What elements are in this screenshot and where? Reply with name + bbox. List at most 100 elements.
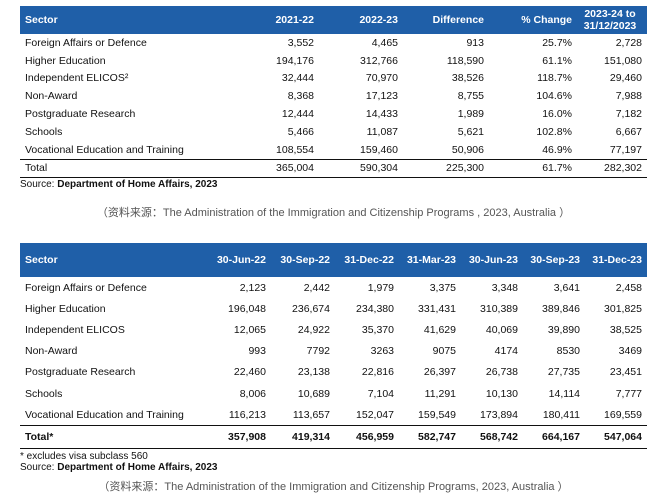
cell-value: 104.6% xyxy=(536,90,572,103)
cell-value: 27,735 xyxy=(547,366,580,379)
row-label: Independent ELICOS² xyxy=(25,72,129,85)
cell-value: 7,988 xyxy=(615,90,642,103)
cell-value: 102.8% xyxy=(536,125,572,138)
total-row: Total 365,004 590,304 225,300 61.7% 282,302 xyxy=(20,158,647,179)
cell-value: 2,458 xyxy=(615,281,642,294)
total-value: 61.7% xyxy=(489,158,577,179)
cell-value: 11,087 xyxy=(366,125,398,138)
table1-header: 2023-24 to 31/12/2023 xyxy=(577,6,647,34)
table2-header: Sector xyxy=(20,243,208,277)
cell-value: 2,123 xyxy=(239,281,266,294)
cell-value: 913 xyxy=(466,36,484,49)
cell-value: 301,825 xyxy=(604,302,642,315)
cell-value: 8,755 xyxy=(457,90,484,103)
cell-value: 194,176 xyxy=(276,54,314,67)
table1-header: 2021-22 xyxy=(220,6,319,34)
cell-value: 50,906 xyxy=(451,143,484,156)
cell-value: 2,728 xyxy=(615,36,642,49)
table-row: Non-Award 8,368 17,123 8,755 104.6% 7,988 xyxy=(20,87,647,105)
row-label: Independent ELICOS xyxy=(25,323,125,336)
cell-value: 26,738 xyxy=(485,366,518,379)
table-row: Vocational Education and Training 108,554… xyxy=(20,141,647,159)
cell-value: 77,197 xyxy=(609,143,642,156)
cell-value: 8,006 xyxy=(239,387,266,400)
cell-value: 7,777 xyxy=(615,387,642,400)
total-value: 568,742 xyxy=(461,425,523,449)
cell-value: 180,411 xyxy=(542,408,580,421)
table-row: Foreign Affairs or Defence 3,552 4,465 913 2… xyxy=(20,34,647,52)
table2-header: 31-Dec-23 xyxy=(585,243,647,277)
cell-value: 61.1% xyxy=(542,54,572,67)
row-label: Foreign Affairs or Defence xyxy=(25,281,147,294)
row-label: Non-Award xyxy=(25,90,78,103)
cell-value: 7,104 xyxy=(367,387,394,400)
cell-value: 6,667 xyxy=(615,125,642,138)
cell-value: 8,368 xyxy=(287,90,314,103)
row-label: Vocational Education and Training xyxy=(25,143,184,156)
cell-value: 159,460 xyxy=(360,143,398,156)
cell-value: 312,766 xyxy=(360,54,398,67)
table2-header: 30-Jun-22 xyxy=(208,243,271,277)
cell-value: 159,549 xyxy=(418,408,456,421)
row-label: Higher Education xyxy=(25,302,106,315)
cell-value: 5,466 xyxy=(287,125,314,138)
total-row: Total* 357,908 419,314 456,959 582,747 568,74… xyxy=(20,425,647,449)
table-row: Higher Education 194,176 312,766 118,590 61.… xyxy=(20,52,647,70)
caption-1: （资料来源：The Administration of the Immigrat… xyxy=(96,207,571,219)
cell-value: 3,348 xyxy=(491,281,518,294)
cell-value: 4174 xyxy=(494,345,518,358)
total-value: 547,064 xyxy=(585,425,647,449)
table-row: Vocational Education and Training 116,213… xyxy=(20,404,647,426)
table1-header-row: Sector 2021-22 2022-23 Difference % Chan… xyxy=(20,6,647,34)
cell-value: 169,559 xyxy=(604,408,642,421)
cell-value: 2,442 xyxy=(303,281,330,294)
source-value: Department of Home Affairs, 2023 xyxy=(57,461,218,473)
cell-value: 9075 xyxy=(432,345,456,358)
total-value: 419,314 xyxy=(271,425,335,449)
cell-value: 70,970 xyxy=(365,72,398,85)
cell-value: 108,554 xyxy=(276,143,314,156)
cell-value: 3,375 xyxy=(429,281,456,294)
table2: Sector 30-Jun-22 30-Sep-22 31-Dec-22 31-… xyxy=(20,243,647,449)
cell-value: 10,130 xyxy=(485,387,518,400)
row-label: Schools xyxy=(25,125,63,138)
cell-value: 35,370 xyxy=(361,323,394,336)
cell-value: 118.7% xyxy=(537,72,572,85)
cell-value: 12,065 xyxy=(233,323,266,336)
table1-block: Sector 2021-22 2022-23 Difference % Chan… xyxy=(20,6,647,190)
cell-value: 17,123 xyxy=(365,90,398,103)
cell-value: 14,114 xyxy=(548,387,580,400)
cell-value: 22,460 xyxy=(233,366,266,379)
table2-header: 30-Jun-23 xyxy=(461,243,523,277)
cell-value: 113,657 xyxy=(292,408,330,421)
cell-value: 22,816 xyxy=(361,366,394,379)
cell-value: 41,629 xyxy=(423,323,456,336)
cell-value: 3,552 xyxy=(287,36,314,49)
cell-value: 389,846 xyxy=(542,302,580,315)
table-row: Schools 8,006 10,689 7,104 11,291 10,130 14,11… xyxy=(20,383,647,404)
table2-source: Source: Department of Home Affairs, 2023 xyxy=(20,462,647,473)
cell-value: 25.7% xyxy=(542,36,572,49)
cell-value: 196,048 xyxy=(228,302,266,315)
cell-value: 152,047 xyxy=(356,408,394,421)
row-label: Vocational Education and Training xyxy=(25,408,184,421)
table-row: Schools 5,466 11,087 5,621 102.8% 6,667 xyxy=(20,123,647,141)
cell-value: 39,890 xyxy=(547,323,580,336)
table-row: Independent ELICOS² 32,444 70,970 38,526 118… xyxy=(20,70,647,88)
cell-value: 40,069 xyxy=(485,323,518,336)
total-value: 590,304 xyxy=(319,158,403,179)
total-value: 357,908 xyxy=(208,425,271,449)
table2-body: Foreign Affairs or Defence 2,123 2,442 1,97… xyxy=(20,277,647,449)
cell-value: 29,460 xyxy=(609,72,642,85)
cell-value: 151,080 xyxy=(604,54,642,67)
table-row: Non-Award 993 7792 3263 9075 4174 8530 3469 xyxy=(20,341,647,362)
table2-header-row: Sector 30-Jun-22 30-Sep-22 31-Dec-22 31-… xyxy=(20,243,647,277)
table1-header: Sector xyxy=(20,6,220,34)
table-row: Independent ELICOS 12,065 24,922 35,370 41,6… xyxy=(20,319,647,340)
cell-value: 23,451 xyxy=(609,366,642,379)
table2-header: 31-Dec-22 xyxy=(335,243,399,277)
table1-header: 2022-23 xyxy=(319,6,403,34)
table2-header: 31-Mar-23 xyxy=(399,243,461,277)
table2-header: 30-Sep-22 xyxy=(271,243,335,277)
cell-value: 7792 xyxy=(306,345,330,358)
